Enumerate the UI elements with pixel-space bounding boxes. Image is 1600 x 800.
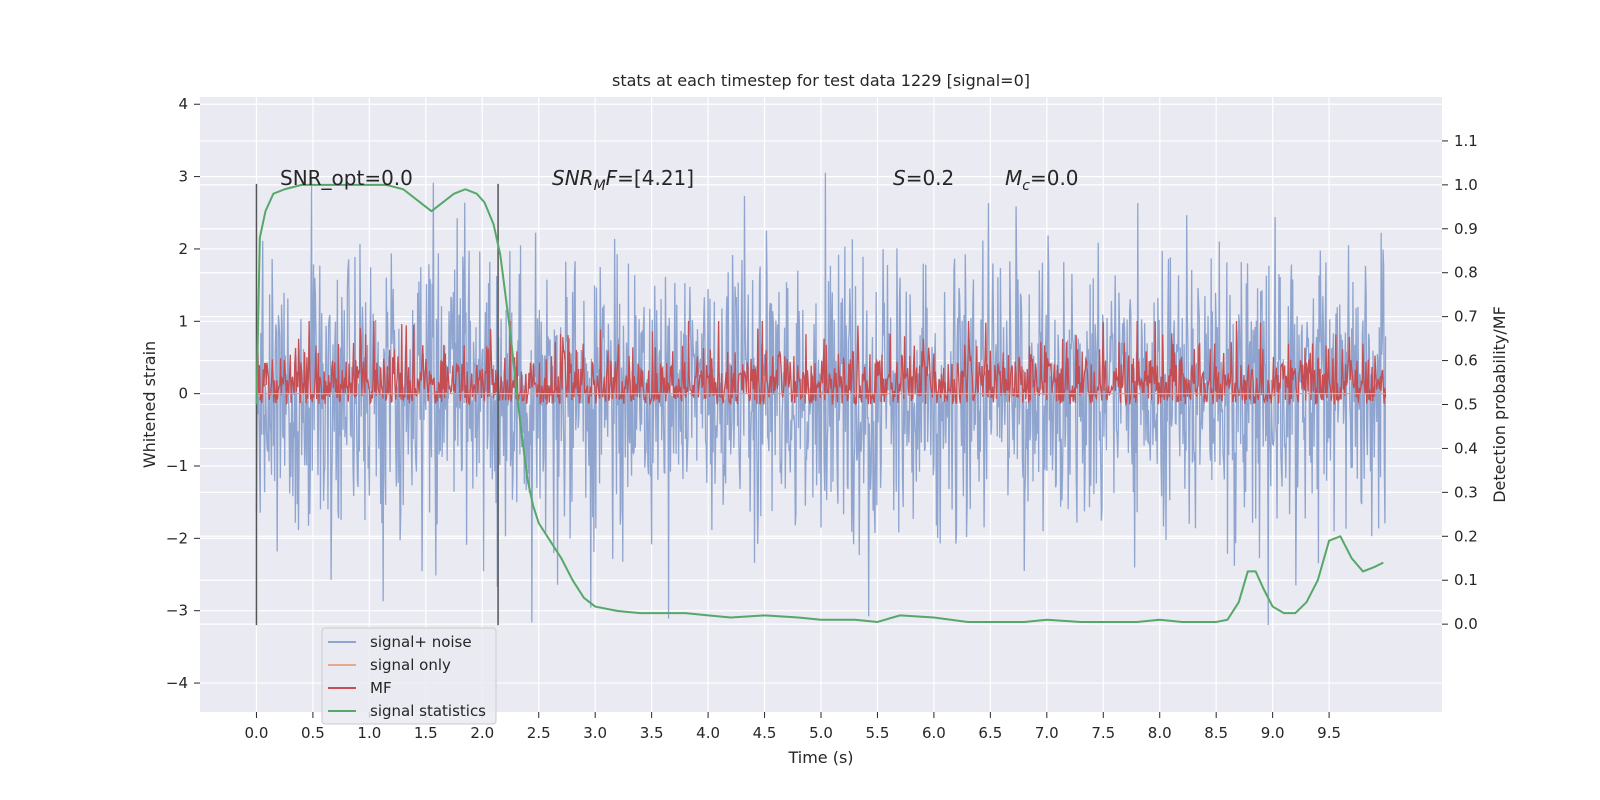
noise-line (255, 172, 1387, 626)
legend-frame (321, 627, 497, 725)
legend-label: signal+ noise (370, 633, 472, 651)
y2-tick-label: 0.2 (1454, 527, 1478, 545)
y2-tick-label: 0.9 (1454, 220, 1478, 238)
annotation-snr-mf: SNRMF=[4.21] (552, 166, 694, 194)
annotation-mc: Mc=0.0 (1005, 166, 1079, 194)
annotation-s-value: =0.2 (906, 166, 955, 190)
y-axis-label: Whitened strain (140, 341, 159, 468)
x-tick-label: 3.0 (583, 724, 607, 742)
y2-tick-label: 0.0 (1454, 615, 1478, 633)
axis-ticks: 0.0 0.5 1.0 1.5 2.0 2.5 3.0 3.5 4.0 4.5 5.0 5.5 6.0 6… (166, 95, 1478, 742)
y-tick-label: 3 (178, 168, 188, 186)
series-signal-plus-noise (255, 172, 1387, 626)
x-tick-label: 1.5 (414, 724, 438, 742)
x-tick-label: 4.5 (753, 724, 777, 742)
legend-label: signal only (370, 656, 451, 674)
y2-tick-label: 0.1 (1454, 571, 1478, 589)
x-tick-label: 5.5 (866, 724, 890, 742)
y2-tick-label: 0.7 (1454, 308, 1478, 326)
y2-tick-label: 0.5 (1454, 396, 1478, 414)
x-tick-label: 1.0 (357, 724, 381, 742)
annotation-snr-opt: SNR_opt=0.0 (280, 166, 413, 190)
x-tick-label: 9.5 (1317, 724, 1341, 742)
y-tick-label: −4 (166, 674, 188, 692)
legend-label: MF (370, 679, 392, 697)
x-tick-label: 2.5 (527, 724, 551, 742)
series-mf (255, 321, 1387, 407)
y-tick-label: −2 (166, 529, 188, 547)
x-axis-label: Time (s) (787, 748, 853, 767)
annotation-snr-mf-value: =[4.21] (617, 166, 694, 190)
x-tick-label: 2.0 (470, 724, 494, 742)
x-tick-label: 7.5 (1091, 724, 1115, 742)
y2-tick-label: 0.8 (1454, 264, 1478, 282)
x-tick-label: 5.0 (809, 724, 833, 742)
x-tick-label: 7.0 (1035, 724, 1059, 742)
y-tick-label: 4 (178, 95, 188, 113)
grid (200, 97, 1442, 712)
x-tick-label: 6.0 (922, 724, 946, 742)
annotation-s: S=0.2 (893, 166, 954, 190)
series-signal-statistics (255, 183, 1384, 623)
y2-tick-label: 0.4 (1454, 439, 1478, 457)
signal-statistics-line (255, 183, 1384, 623)
x-tick-label: 9.0 (1261, 724, 1285, 742)
y-tick-label: 2 (178, 240, 188, 258)
y-tick-label: 0 (178, 385, 188, 403)
x-tick-label: 6.5 (978, 724, 1002, 742)
x-tick-label: 0.0 (245, 724, 269, 742)
y2-tick-label: 1.1 (1454, 132, 1478, 150)
y-tick-label: 1 (178, 312, 188, 330)
y2-tick-label: 0.3 (1454, 483, 1478, 501)
x-tick-label: 3.5 (640, 724, 664, 742)
x-tick-label: 0.5 (301, 724, 325, 742)
y2-axis-label: Detection probability/MF (1490, 306, 1509, 503)
legend-label: signal statistics (370, 702, 486, 720)
mf-line (255, 321, 1387, 407)
y-tick-label: −1 (166, 457, 188, 475)
x-tick-label: 8.5 (1204, 724, 1228, 742)
y-tick-label: −3 (166, 602, 188, 620)
y2-tick-label: 1.0 (1454, 176, 1478, 194)
x-tick-label: 8.0 (1148, 724, 1172, 742)
chart-title: stats at each timestep for test data 122… (612, 71, 1030, 90)
x-tick-label: 4.0 (696, 724, 720, 742)
annotation-mc-value: =0.0 (1030, 166, 1079, 190)
legend: signal+ noise signal only MF signal statist… (321, 627, 497, 725)
y2-tick-label: 0.6 (1454, 352, 1478, 370)
